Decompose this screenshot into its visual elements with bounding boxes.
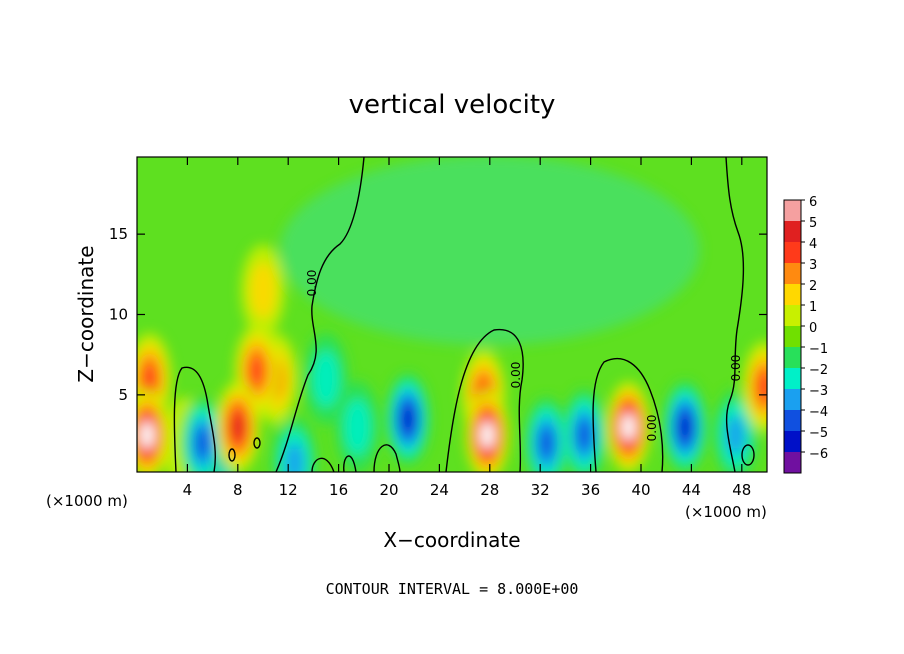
velocity-cell <box>678 413 692 441</box>
velocity-cell <box>725 414 746 456</box>
y-tick-label: 10 <box>109 306 128 324</box>
x-tick-label: 44 <box>682 481 701 499</box>
velocity-cell <box>231 413 245 441</box>
x-tick-label: 36 <box>581 481 600 499</box>
y-axis-label: Z−coordinate <box>74 245 98 382</box>
colorbar-swatch <box>784 431 801 452</box>
velocity-cell <box>312 350 340 408</box>
x-tick-label: 40 <box>631 481 650 499</box>
colorbar-label: −2 <box>809 363 828 378</box>
x-tick-label: 12 <box>279 481 298 499</box>
velocity-cell <box>401 405 415 433</box>
x-tick-label: 4 <box>183 481 193 499</box>
contour-interval-label: CONTOUR INTERVAL = 8.000E+00 <box>326 580 579 598</box>
x-tick-label: 8 <box>233 481 243 499</box>
velocity-field <box>137 157 767 472</box>
chart-title: vertical velocity <box>349 90 556 120</box>
colorbar-swatch <box>784 305 801 326</box>
colorbar-swatch <box>784 389 801 410</box>
zero-contour-line <box>592 357 664 472</box>
colorbar-label: −4 <box>809 405 828 420</box>
velocity-core <box>621 413 636 441</box>
velocity-core <box>140 421 155 450</box>
x-tick-label: 28 <box>480 481 499 499</box>
x-tick-label: 32 <box>531 481 550 499</box>
velocity-cell <box>538 427 555 460</box>
x-tick-label: 48 <box>732 481 751 499</box>
zero-contour-line <box>725 157 745 472</box>
colorbar-swatch <box>784 452 801 473</box>
zero-contour-line <box>343 455 357 472</box>
colorbar-label: 1 <box>809 300 817 315</box>
x-tick-label: 16 <box>329 481 348 499</box>
colorbar-swatch <box>784 200 801 221</box>
colorbar-label: 4 <box>809 237 817 252</box>
y-tick-label: 15 <box>109 225 128 243</box>
zero-contour-loop <box>741 444 755 466</box>
y-axis-ticks: 5 10 15 <box>109 225 767 404</box>
zero-contour-loop <box>253 437 261 449</box>
x-axis-ticks: 4 8 12 16 20 24 28 32 36 40 44 48 <box>183 157 751 499</box>
contour-labels: 0.00 0.00 0.00 0.00 <box>305 270 743 442</box>
zero-contour-line <box>373 444 401 472</box>
velocity-cell <box>576 419 592 452</box>
colorbar-label: 6 <box>809 195 817 210</box>
field-region <box>279 157 700 346</box>
plot-area: 0.00 0.00 0.00 0.00 <box>137 157 767 472</box>
colorbar-label: −3 <box>809 384 828 399</box>
colorbar-frame <box>783 199 802 474</box>
contour-label: 0.00 <box>305 270 319 297</box>
colorbar-label: −1 <box>809 342 828 357</box>
colorbar-label: 3 <box>809 258 817 273</box>
x-tick-label: 24 <box>430 481 449 499</box>
colorbar-label: 0 <box>809 321 817 336</box>
colorbar-swatch <box>784 368 801 389</box>
x-axis-unit-left: (×1000 m) <box>46 492 128 510</box>
contour-label: 0.00 <box>645 415 659 442</box>
zero-contours <box>173 157 755 472</box>
colorbar-label: −5 <box>809 426 828 441</box>
x-axis-label: X−coordinate <box>383 528 520 552</box>
colorbar-swatch <box>784 410 801 431</box>
zero-contour-line <box>173 366 217 472</box>
colorbar-swatch <box>784 221 801 242</box>
zero-contour-line <box>445 328 524 472</box>
velocity-cell <box>194 427 211 460</box>
colorbar: 6 5 4 3 2 1 0 −1 −2 −3 −4 −5 −6 <box>783 195 828 474</box>
velocity-cell <box>249 262 277 319</box>
zero-contour-loop <box>228 448 236 462</box>
contour-label: 0.00 <box>729 355 743 382</box>
velocity-cell <box>249 354 265 387</box>
colorbar-swatch <box>784 284 801 305</box>
y-tick-label: 5 <box>118 386 128 404</box>
zero-contour-line <box>275 157 365 472</box>
colorbar-swatch <box>784 263 801 284</box>
velocity-cell <box>343 398 372 456</box>
colorbar-swatch <box>784 326 801 347</box>
colorbar-swatch <box>784 347 801 368</box>
colorbar-label: 5 <box>809 216 817 231</box>
velocity-cell <box>141 362 158 395</box>
velocity-cell <box>284 441 305 472</box>
velocity-cell <box>756 370 767 403</box>
colorbar-swatch <box>784 242 801 263</box>
x-axis-unit-right: (×1000 m) <box>685 503 767 521</box>
colorbar-label: 2 <box>809 279 817 294</box>
contour-label: 0.00 <box>509 362 523 389</box>
zero-contour-line <box>311 457 335 472</box>
velocity-core <box>480 421 495 450</box>
colorbar-label: −6 <box>809 447 828 462</box>
x-tick-label: 20 <box>379 481 398 499</box>
